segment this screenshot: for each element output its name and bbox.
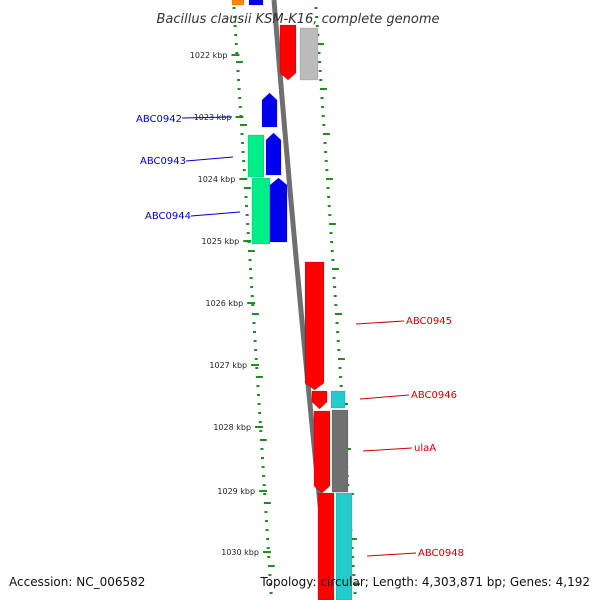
gene-feature-cyan xyxy=(330,390,346,409)
gene-feature-partial xyxy=(231,0,245,6)
gene-label-right: ABC0948 xyxy=(418,548,464,559)
gene-label-left: ABC0942 xyxy=(136,114,182,125)
gene-feature-reverse xyxy=(265,132,282,176)
leader-line xyxy=(359,394,410,400)
gene-feature-forward xyxy=(279,24,297,81)
gene-labels: ABC0942 ABC0943 ABC0944 ABC0945 ABC0946 ulaA A… xyxy=(136,114,464,559)
accession-text: Accession: NC_006582 xyxy=(9,575,146,589)
gene-feature-cyan xyxy=(335,492,353,600)
map-title: Bacillus clausii KSM-K16, complete genom… xyxy=(156,12,439,27)
kbp-label: 1029 kbp xyxy=(217,487,255,496)
gene-features xyxy=(231,0,353,600)
kbp-label: 1022 kbp xyxy=(190,51,228,60)
gene-feature-green xyxy=(251,177,271,245)
gene-feature-partial xyxy=(248,0,264,6)
kbp-label: 1025 kbp xyxy=(202,237,240,246)
gene-feature-reverse xyxy=(261,92,278,128)
gene-label-left: ABC0943 xyxy=(140,156,186,167)
gene-feature-forward xyxy=(311,390,328,410)
gene-feature-grey xyxy=(299,27,319,81)
genome-summary: Topology: circular; Length: 4,303,871 bp… xyxy=(260,575,590,589)
gene-feature-grey xyxy=(331,409,349,493)
kbp-label: 1024 kbp xyxy=(198,175,236,184)
leader-line xyxy=(366,552,417,557)
gene-feature-forward xyxy=(313,410,331,494)
gene-feature-forward xyxy=(317,492,335,600)
gene-label-right: ABC0946 xyxy=(411,390,457,401)
gene-label-right: ABC0945 xyxy=(406,316,452,327)
leader-line xyxy=(355,320,405,325)
leader-line xyxy=(181,116,233,119)
gene-feature-green xyxy=(247,134,265,178)
gene-label-right: ulaA xyxy=(414,443,436,454)
leader-line xyxy=(362,447,413,452)
kbp-label: 1026 kbp xyxy=(205,299,243,308)
kbp-label: 1027 kbp xyxy=(209,361,247,370)
gene-feature-forward xyxy=(304,261,325,391)
gene-feature-reverse xyxy=(269,177,288,243)
gene-label-left: ABC0944 xyxy=(145,211,191,222)
leader-line xyxy=(190,211,241,217)
leader-line xyxy=(185,156,234,162)
kbp-label: 1028 kbp xyxy=(213,423,251,432)
kbp-label: 1030 kbp xyxy=(221,548,259,557)
